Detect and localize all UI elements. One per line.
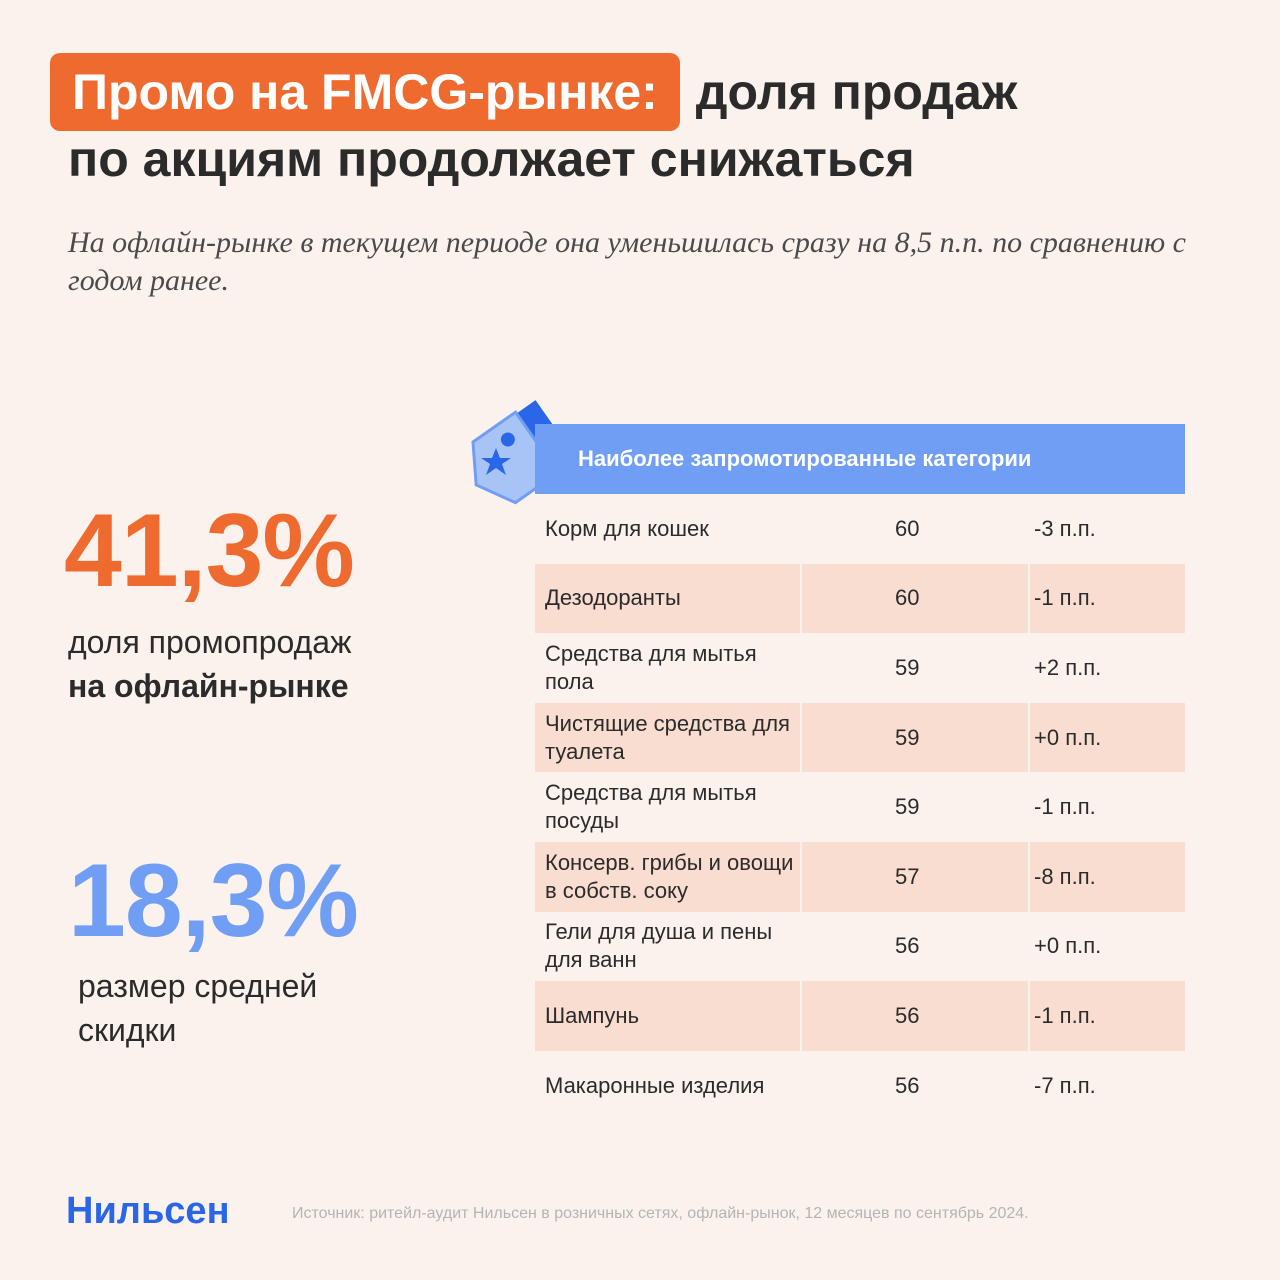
- column-divider: [800, 702, 802, 773]
- category-change: -3 п.п.: [1034, 515, 1096, 541]
- category-name: Макаронные изделия: [545, 1072, 765, 1098]
- category-name: Средства для мытья пола: [545, 640, 757, 694]
- avg-discount-value: 18,3%: [68, 843, 359, 959]
- title-highlight: Промо на FMCG-рынке:: [50, 53, 680, 131]
- table-row: Макаронные изделия 56 -7 п.п.: [535, 1051, 1185, 1121]
- column-divider: [1028, 702, 1030, 773]
- category-name: Консерв. грибы и овощи в собств. соку: [545, 849, 794, 903]
- promo-share-label-line1: доля промопродаж: [68, 624, 352, 660]
- category-name: Корм для кошек: [545, 515, 709, 541]
- category-value: 60: [895, 585, 920, 611]
- subtitle: На офлайн-рынке в текущем периоде она ум…: [68, 226, 1186, 297]
- table-row: Шампунь 56 -1 п.п.: [535, 981, 1185, 1051]
- category-change: +0 п.п.: [1034, 724, 1102, 750]
- source-note: Источник: ритейл-аудит Нильсен в розничн…: [292, 1205, 1029, 1222]
- title-line1: Промо на FMCG-рынке: доля продаж: [50, 52, 1017, 132]
- table-row: Консерв. грибы и овощи в собств. соку 57 -…: [535, 841, 1185, 912]
- table-header: Наиболее запромотированные категории: [535, 424, 1185, 494]
- category-change: -1 п.п.: [1034, 1002, 1096, 1028]
- category-change: -7 п.п.: [1034, 1072, 1096, 1098]
- category-value: 60: [895, 515, 920, 541]
- category-value: 59: [895, 794, 920, 820]
- category-value: 56: [895, 1002, 920, 1028]
- category-value: 59: [895, 654, 920, 680]
- star-icon: [481, 448, 511, 475]
- column-divider: [800, 981, 802, 1051]
- table-row: Средства для мытья посуды 59 -1 п.п.: [535, 772, 1185, 842]
- column-divider: [1028, 563, 1030, 634]
- category-name: Гели для душа и пены для ванн: [545, 919, 773, 973]
- table-row: Дезодоранты 60 -1 п.п.: [535, 563, 1185, 634]
- table-row: Гели для душа и пены для ванн 56 +0 п.п.: [535, 912, 1185, 982]
- column-divider: [1028, 981, 1030, 1051]
- category-change: -1 п.п.: [1034, 585, 1096, 611]
- avg-discount-label: размер средней скидки: [78, 968, 318, 1048]
- category-name: Чистящие средства для туалета: [545, 710, 790, 764]
- table-row: Корм для кошек 60 -3 п.п.: [535, 494, 1185, 564]
- table-row: Средства для мытья пола 59 +2 п.п.: [535, 633, 1185, 703]
- column-divider: [800, 563, 802, 634]
- category-value: 57: [895, 863, 920, 889]
- category-change: -1 п.п.: [1034, 794, 1096, 820]
- column-divider: [800, 841, 802, 912]
- category-change: +2 п.п.: [1034, 654, 1102, 680]
- category-name: Средства для мытья посуды: [545, 780, 757, 834]
- nielsen-logo: Нильсен: [66, 1190, 230, 1232]
- promo-share-label-line2: на офлайн-рынке: [68, 668, 349, 704]
- category-name: Дезодоранты: [545, 585, 681, 611]
- column-divider: [1028, 841, 1030, 912]
- category-name: Шампунь: [545, 1002, 640, 1028]
- title-rest: доля продаж: [695, 64, 1018, 120]
- category-value: 56: [895, 933, 920, 959]
- category-change: -8 п.п.: [1034, 863, 1096, 889]
- categories-table: Корм для кошек 60 -3 п.п. Дезодоранты 60 -1 п…: [535, 494, 1185, 1120]
- promo-share-value: 41,3%: [64, 493, 355, 609]
- category-value: 59: [895, 724, 920, 750]
- table-row: Чистящие средства для туалета 59 +0 п.п.: [535, 702, 1185, 773]
- title-line2: по акциям продолжает снижаться: [68, 131, 915, 187]
- category-change: +0 п.п.: [1034, 933, 1102, 959]
- promo-share-label: доля промопродаж на офлайн-рынке: [68, 620, 351, 708]
- category-value: 56: [895, 1072, 920, 1098]
